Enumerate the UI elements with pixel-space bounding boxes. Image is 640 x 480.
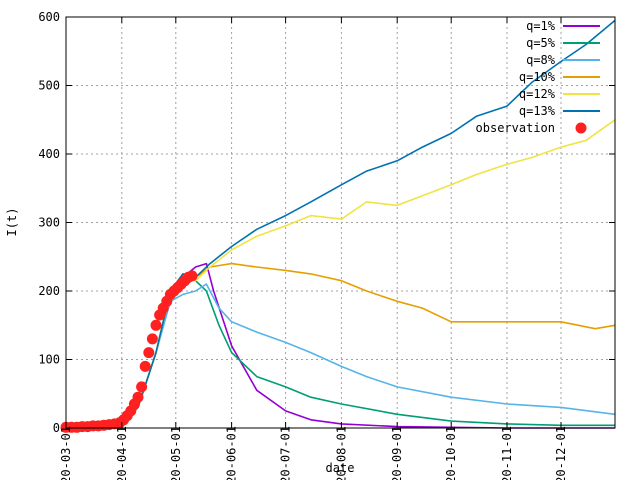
observation-point bbox=[146, 333, 158, 345]
x-tick-label: 2020-06-01 bbox=[225, 426, 239, 480]
observation-point bbox=[186, 270, 198, 282]
y-tick-label: 600 bbox=[38, 10, 60, 24]
x-tick-label: 2020-08-01 bbox=[334, 426, 348, 480]
legend: q=1% q=5% q=8% q=10% q=12% q=13% observation bbox=[476, 19, 600, 135]
x-tick-label: 2020-10-01 bbox=[444, 426, 458, 480]
observation-point bbox=[143, 347, 155, 359]
x-tick-label: 2020-04-01 bbox=[115, 426, 129, 480]
x-tick-label: 2020-05-01 bbox=[169, 426, 183, 480]
x-tick-label: 2020-09-01 bbox=[390, 426, 404, 480]
observation-points bbox=[60, 270, 198, 433]
legend-label: observation bbox=[476, 121, 555, 135]
x-tick-label: 2020-03-01 bbox=[59, 426, 73, 480]
observation-point bbox=[136, 381, 148, 393]
y-axis-ticks: 0 100 200 300 400 500 600 bbox=[38, 10, 615, 435]
y-tick-label: 0 bbox=[53, 421, 60, 435]
legend-label: q=13% bbox=[519, 104, 556, 118]
observation-point bbox=[150, 319, 162, 331]
x-axis-ticks: 2020-03-01 2020-04-01 2020-05-01 2020-06-01… bbox=[59, 17, 568, 480]
series-line bbox=[65, 19, 616, 429]
y-axis-label: I(t) bbox=[5, 208, 19, 237]
legend-label: q=10% bbox=[519, 70, 556, 84]
x-axis-label: date bbox=[326, 461, 355, 475]
series-line bbox=[65, 119, 616, 429]
x-tick-label: 2020-12-01 bbox=[554, 426, 568, 480]
y-tick-label: 400 bbox=[38, 147, 60, 161]
legend-label: q=8% bbox=[526, 53, 556, 67]
legend-swatch bbox=[575, 122, 587, 134]
observation-point bbox=[139, 360, 151, 372]
grid bbox=[66, 17, 615, 428]
observation-point bbox=[132, 391, 144, 403]
x-tick-label: 2020-07-01 bbox=[279, 426, 293, 480]
legend-label: q=12% bbox=[519, 87, 556, 101]
x-tick-label: 2020-11-01 bbox=[500, 426, 514, 480]
y-tick-label: 500 bbox=[38, 79, 60, 93]
legend-label: q=5% bbox=[526, 36, 556, 50]
legend-label: q=1% bbox=[526, 19, 556, 33]
y-tick-label: 200 bbox=[38, 284, 60, 298]
y-tick-label: 300 bbox=[38, 216, 60, 230]
y-tick-label: 100 bbox=[38, 353, 60, 367]
series-lines bbox=[65, 19, 616, 429]
